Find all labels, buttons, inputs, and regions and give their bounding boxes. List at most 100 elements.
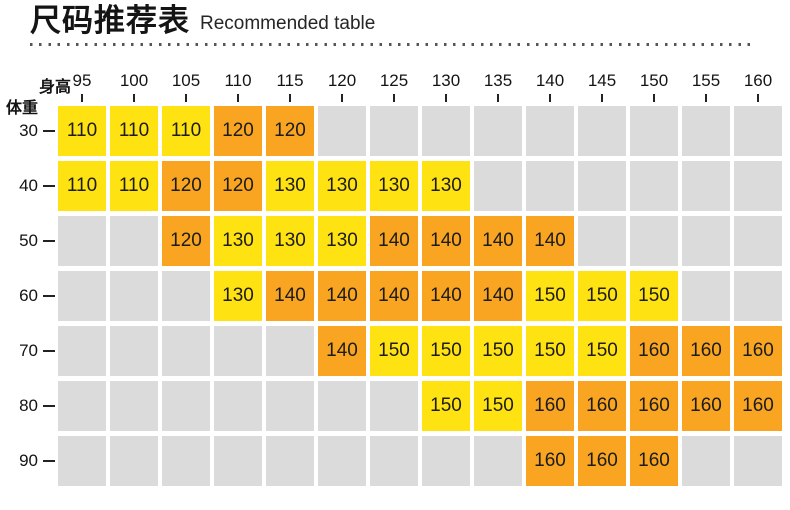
page-title: 尺码推荐表 Recommended table bbox=[30, 2, 375, 40]
height-axis-label: 身高 bbox=[39, 79, 72, 96]
size-cell-70-125: 150 bbox=[370, 326, 418, 376]
height-tick-value: 110 bbox=[224, 71, 252, 90]
size-cell-70-140: 150 bbox=[526, 326, 574, 376]
height-label-145: 145 bbox=[578, 71, 626, 102]
weight-label-40: 40 bbox=[0, 161, 57, 211]
empty-cell-30-130 bbox=[422, 106, 470, 156]
dash-mark bbox=[43, 185, 55, 187]
height-tick-value: 135 bbox=[483, 71, 513, 90]
empty-cell-40-140 bbox=[526, 161, 574, 211]
dotted-divider bbox=[30, 43, 756, 46]
height-tick-value: 125 bbox=[379, 71, 409, 90]
empty-cell-30-120 bbox=[318, 106, 366, 156]
size-cell-30-115: 120 bbox=[266, 106, 314, 156]
empty-cell-50-145 bbox=[578, 216, 626, 266]
empty-cell-40-150 bbox=[630, 161, 678, 211]
size-cell-30-110: 120 bbox=[214, 106, 262, 156]
weight-label-70: 70 bbox=[0, 326, 57, 376]
height-tick-value: 150 bbox=[639, 71, 669, 90]
empty-cell-70-115 bbox=[266, 326, 314, 376]
height-label-155: 155 bbox=[682, 71, 730, 102]
size-cell-40-115: 130 bbox=[266, 161, 314, 211]
empty-cell-60-100 bbox=[110, 271, 158, 321]
size-cell-60-130: 140 bbox=[422, 271, 470, 321]
empty-cell-50-150 bbox=[630, 216, 678, 266]
height-tick-value: 130 bbox=[431, 71, 461, 90]
height-header-row: 95 100 105 110 115 120 125 130 135 140 145 150 155 16… bbox=[58, 71, 782, 102]
empty-cell-90-100 bbox=[110, 436, 158, 486]
title-english: Recommended table bbox=[200, 13, 376, 34]
weight-labels-column: 30 40 50 60 70 80 90 bbox=[0, 106, 57, 486]
weight-axis-label: 体重 bbox=[6, 100, 39, 117]
size-cell-50-130: 140 bbox=[422, 216, 470, 266]
empty-cell-30-145 bbox=[578, 106, 626, 156]
size-cell-80-155: 160 bbox=[682, 381, 730, 431]
size-cell-50-135: 140 bbox=[474, 216, 522, 266]
weight-label-60: 60 bbox=[0, 271, 57, 321]
height-tick-value: 115 bbox=[276, 71, 304, 90]
height-tick-value: 100 bbox=[119, 71, 149, 90]
size-cell-50-120: 130 bbox=[318, 216, 366, 266]
title-chinese: 尺码推荐表 bbox=[30, 3, 190, 38]
dash-mark bbox=[43, 350, 55, 352]
tick-mark bbox=[705, 94, 707, 102]
tick-mark bbox=[757, 94, 759, 102]
empty-cell-90-105 bbox=[162, 436, 210, 486]
size-cell-60-135: 140 bbox=[474, 271, 522, 321]
empty-cell-80-110 bbox=[214, 381, 262, 431]
empty-cell-80-95 bbox=[58, 381, 106, 431]
size-cell-50-105: 120 bbox=[162, 216, 210, 266]
height-label-95: 95 bbox=[58, 71, 106, 102]
empty-cell-40-135 bbox=[474, 161, 522, 211]
weight-label-80: 80 bbox=[0, 381, 57, 431]
size-cell-50-115: 130 bbox=[266, 216, 314, 266]
empty-cell-50-155 bbox=[682, 216, 730, 266]
size-cell-80-150: 160 bbox=[630, 381, 678, 431]
height-tick-value: 95 bbox=[72, 71, 92, 90]
size-cell-40-125: 130 bbox=[370, 161, 418, 211]
height-label-130: 130 bbox=[422, 71, 470, 102]
height-label-160: 160 bbox=[734, 71, 782, 102]
size-cell-30-100: 110 bbox=[110, 106, 158, 156]
dash-mark bbox=[43, 130, 55, 132]
weight-tick-value: 40 bbox=[19, 176, 38, 195]
size-cell-80-135: 150 bbox=[474, 381, 522, 431]
weight-label-50: 50 bbox=[0, 216, 57, 266]
empty-cell-80-100 bbox=[110, 381, 158, 431]
size-cell-70-130: 150 bbox=[422, 326, 470, 376]
size-cell-40-120: 130 bbox=[318, 161, 366, 211]
size-cell-60-140: 150 bbox=[526, 271, 574, 321]
size-grid: 110 110 110 120 120 110 110 120 120 130 130 130 130 1… bbox=[58, 106, 782, 486]
empty-cell-50-160 bbox=[734, 216, 782, 266]
size-cell-70-160: 160 bbox=[734, 326, 782, 376]
empty-cell-70-105 bbox=[162, 326, 210, 376]
height-label-140: 140 bbox=[526, 71, 574, 102]
height-label-115: 115 bbox=[266, 71, 314, 102]
weight-label-90: 90 bbox=[0, 436, 57, 486]
empty-cell-80-105 bbox=[162, 381, 210, 431]
tick-mark bbox=[185, 94, 187, 102]
empty-cell-40-145 bbox=[578, 161, 626, 211]
size-cell-60-110: 130 bbox=[214, 271, 262, 321]
size-cell-70-145: 150 bbox=[578, 326, 626, 376]
dash-mark bbox=[43, 240, 55, 242]
tick-mark bbox=[341, 94, 343, 102]
size-cell-50-140: 140 bbox=[526, 216, 574, 266]
tick-mark bbox=[133, 94, 135, 102]
empty-cell-90-125 bbox=[370, 436, 418, 486]
empty-cell-90-135 bbox=[474, 436, 522, 486]
tick-mark bbox=[81, 94, 83, 102]
weight-label-30: 30 bbox=[0, 106, 57, 156]
empty-cell-90-115 bbox=[266, 436, 314, 486]
empty-cell-80-120 bbox=[318, 381, 366, 431]
empty-cell-40-160 bbox=[734, 161, 782, 211]
height-tick-value: 160 bbox=[743, 71, 773, 90]
size-cell-80-160: 160 bbox=[734, 381, 782, 431]
empty-cell-90-95 bbox=[58, 436, 106, 486]
size-cell-80-145: 160 bbox=[578, 381, 626, 431]
dash-mark bbox=[43, 405, 55, 407]
empty-cell-80-125 bbox=[370, 381, 418, 431]
empty-cell-50-95 bbox=[58, 216, 106, 266]
height-label-135: 135 bbox=[474, 71, 522, 102]
